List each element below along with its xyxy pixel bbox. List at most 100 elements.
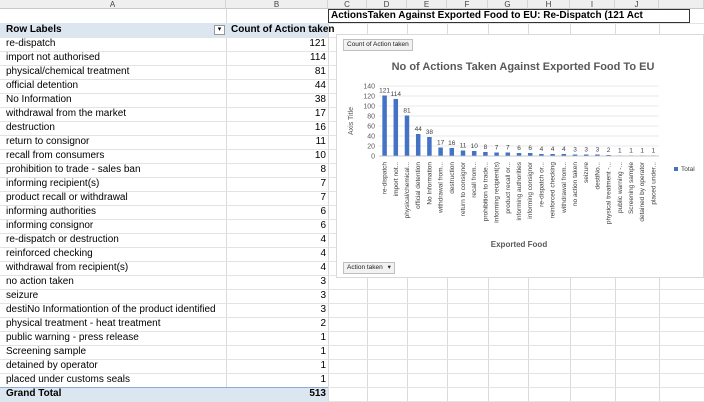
row-label[interactable]: placed under customs seals	[6, 374, 130, 385]
row-label[interactable]: official detention	[6, 80, 79, 91]
row-labels-header: Row Labels	[6, 24, 62, 35]
x-tick-label: prohibition to trade...	[482, 162, 489, 221]
column-header-g[interactable]: G	[488, 0, 528, 9]
y-tick-label: 60	[367, 124, 375, 131]
pivot-header-row	[0, 23, 328, 37]
row-label[interactable]: informing consignor	[6, 220, 94, 231]
row-value[interactable]: 3	[320, 290, 326, 301]
column-header-e[interactable]: E	[407, 0, 447, 9]
pivot-chart[interactable]: Count of Action taken Action taken ▾ No …	[336, 34, 704, 278]
column-header-k[interactable]	[659, 0, 704, 9]
row-value[interactable]: 81	[314, 66, 326, 77]
row-label[interactable]: informing recipient(s)	[6, 178, 100, 189]
column-header-c[interactable]: C	[328, 0, 367, 9]
row-value[interactable]: 38	[314, 94, 326, 105]
row-value[interactable]: 4	[320, 234, 326, 245]
row-value[interactable]: 8	[320, 164, 326, 175]
data-label: 1	[652, 148, 656, 155]
grand-total-value: 513	[309, 388, 326, 399]
bar	[460, 150, 466, 156]
column-header-j[interactable]: J	[615, 0, 659, 9]
x-tick-label: Screening sample	[628, 162, 635, 214]
column-header-d[interactable]: D	[367, 0, 407, 9]
row-value[interactable]: 44	[314, 80, 326, 91]
x-tick-label: reinforced checking	[550, 162, 557, 219]
row-value[interactable]: 1	[320, 332, 326, 343]
x-tick-label: detained by operator	[639, 161, 646, 221]
bar	[595, 154, 600, 156]
row-value[interactable]: 11	[315, 136, 326, 147]
row-value[interactable]: 1	[320, 374, 326, 385]
chart-field-button[interactable]: Count of Action taken	[343, 39, 413, 51]
bar	[438, 147, 443, 156]
chart-filter-button[interactable]: Action taken ▾	[343, 262, 395, 274]
bar	[471, 151, 477, 156]
row-label[interactable]: seizure	[6, 290, 39, 301]
row-value[interactable]: 3	[320, 304, 326, 315]
row-label[interactable]: destruction	[6, 122, 55, 133]
x-tick-label: physical/chemical...	[404, 162, 411, 219]
row-label[interactable]: reinforced checking	[6, 248, 93, 259]
row-value[interactable]: 6	[320, 220, 326, 231]
bar	[415, 134, 421, 156]
row-value[interactable]: 17	[314, 108, 326, 119]
y-tick-label: 20	[367, 144, 375, 151]
row-value[interactable]: 7	[320, 192, 326, 203]
row-labels-filter-button[interactable]: ▾	[214, 25, 225, 35]
row-label[interactable]: Screening sample	[6, 346, 87, 357]
bar	[539, 154, 544, 156]
data-label: 6	[528, 145, 532, 152]
row-label[interactable]: No Information	[6, 94, 72, 105]
x-tick-label: product recall or...	[505, 162, 512, 214]
row-label[interactable]: physical/chemical treatment	[6, 66, 130, 77]
row-value[interactable]: 10	[314, 150, 326, 161]
bar	[527, 153, 533, 156]
row-label[interactable]: product recall or withdrawal	[6, 192, 128, 203]
row-value[interactable]: 6	[320, 206, 326, 217]
row-label[interactable]: re-dispatch or destruction	[6, 234, 119, 245]
x-tick-label: official detention	[415, 162, 422, 209]
grand-total-row[interactable]	[0, 387, 328, 402]
column-header-a[interactable]: A	[0, 0, 226, 9]
row-value[interactable]: 7	[320, 178, 326, 189]
column-header-f[interactable]: F	[447, 0, 488, 9]
row-value[interactable]: 121	[309, 38, 326, 49]
column-header-h[interactable]: H	[528, 0, 570, 9]
row-label[interactable]: public warning - press release	[6, 332, 139, 343]
data-label: 3	[596, 147, 600, 154]
data-label: 1	[640, 148, 644, 155]
row-label[interactable]: no action taken	[6, 276, 74, 287]
row-label[interactable]: prohibition to trade - sales ban	[6, 164, 141, 175]
row-value[interactable]: 4	[320, 248, 326, 259]
x-tick-label: public warning -...	[617, 162, 624, 213]
row-value[interactable]: 1	[320, 360, 326, 371]
row-label[interactable]: return to consignor	[6, 136, 90, 147]
column-header-b[interactable]: B	[226, 0, 328, 9]
title-cell[interactable]: ActionsTaken Against Exported Food to EU…	[328, 9, 690, 23]
row-label[interactable]: withdrawal from the market	[6, 108, 127, 119]
row-value[interactable]: 1	[320, 346, 326, 357]
row-label[interactable]: informing authorities	[6, 206, 97, 217]
data-label: 4	[551, 146, 555, 153]
bar	[393, 99, 399, 156]
data-label: 44	[415, 126, 423, 133]
row-value[interactable]: 2	[320, 318, 326, 329]
row-label[interactable]: withdrawal from recipient(s)	[6, 262, 129, 273]
row-label[interactable]: re-dispatch	[6, 38, 56, 49]
row-value[interactable]: 4	[320, 262, 326, 273]
row-value[interactable]: 3	[320, 276, 326, 287]
data-label: 3	[573, 147, 577, 154]
data-label: 1	[629, 148, 633, 155]
row-label[interactable]: detained by operator	[6, 360, 98, 371]
row-label[interactable]: recall from consumers	[6, 150, 105, 161]
count-header: Count of Action taken	[231, 24, 335, 35]
y-tick-label: 140	[363, 84, 375, 91]
row-label[interactable]: physical treatment - heat treatment	[6, 318, 161, 329]
column-header-i[interactable]: I	[570, 0, 615, 9]
bar	[505, 152, 511, 156]
row-value[interactable]: 16	[314, 122, 326, 133]
row-label[interactable]: import not authorised	[6, 52, 100, 63]
row-label[interactable]: destiNo Informationtion of the product i…	[6, 304, 216, 315]
row-value[interactable]: 114	[310, 52, 326, 63]
grid-line	[0, 303, 704, 304]
